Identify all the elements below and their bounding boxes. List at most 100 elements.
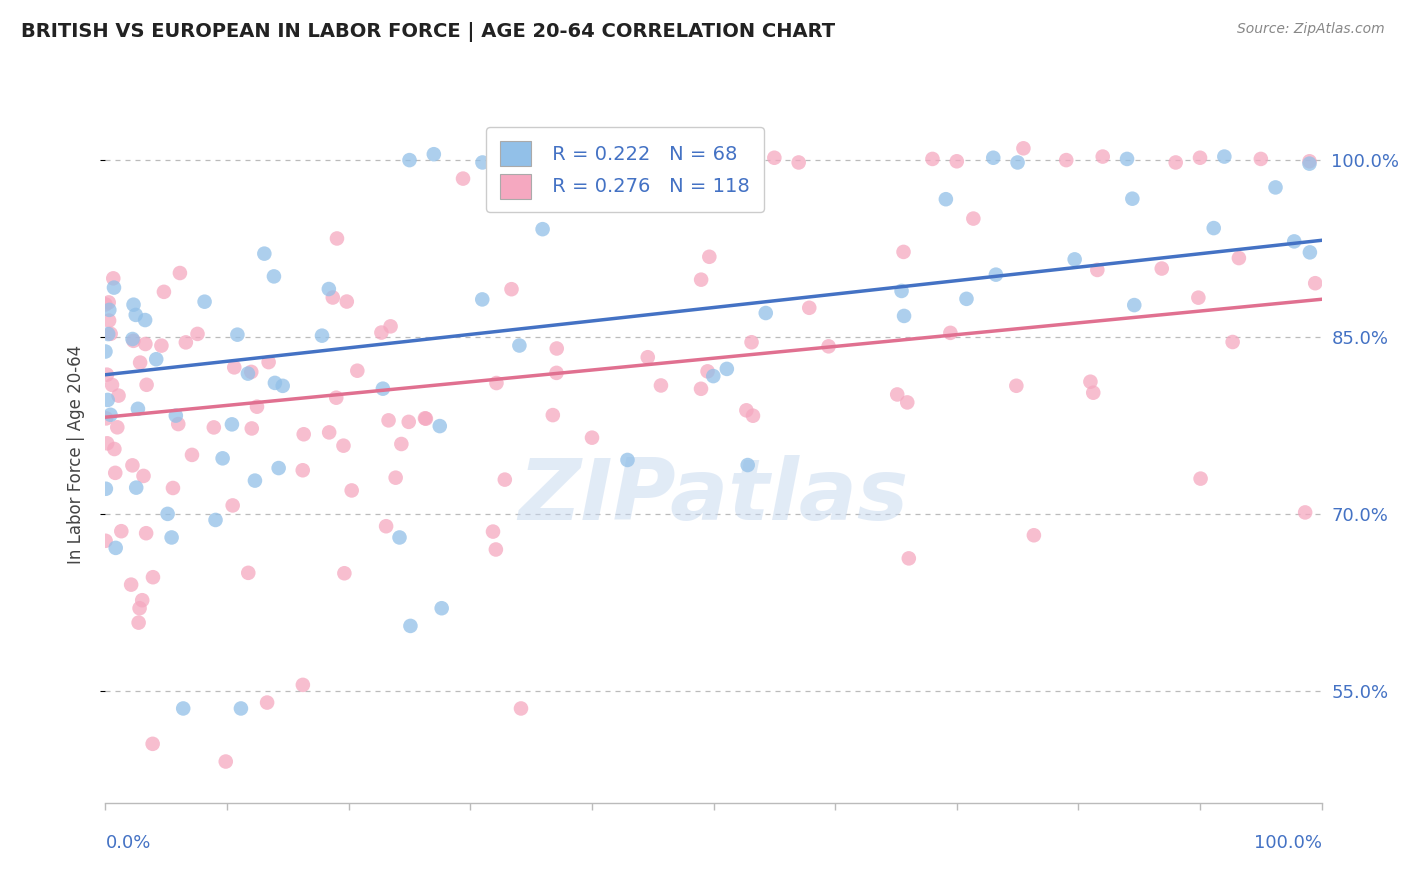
Legend:  R = 0.222   N = 68,  R = 0.276   N = 118: R = 0.222 N = 68, R = 0.276 N = 118 <box>486 128 763 212</box>
Text: Source: ZipAtlas.com: Source: ZipAtlas.com <box>1237 22 1385 37</box>
Point <box>98 302 121 317</box>
Point <box>1022 528 1045 542</box>
Point <box>429 419 451 434</box>
Point <box>318 425 340 440</box>
Point <box>127 401 149 416</box>
Point <box>430 601 453 615</box>
Point <box>100 408 122 422</box>
Point <box>150 338 173 352</box>
Point <box>1213 150 1236 164</box>
Point <box>531 222 554 236</box>
Point <box>145 352 167 367</box>
Point <box>336 294 359 309</box>
Point <box>380 319 402 334</box>
Point <box>945 154 967 169</box>
Point <box>224 360 246 375</box>
Point <box>451 171 474 186</box>
Point <box>264 376 287 390</box>
Point <box>120 577 142 591</box>
Point <box>125 308 148 322</box>
Point <box>984 268 1007 282</box>
Point <box>169 266 191 280</box>
Point <box>94 411 117 425</box>
Point <box>755 306 778 320</box>
Point <box>204 513 226 527</box>
Point <box>737 458 759 472</box>
Point <box>1227 251 1250 265</box>
Point <box>125 481 148 495</box>
Point <box>131 593 153 607</box>
Point <box>186 326 208 341</box>
Point <box>243 474 266 488</box>
Point <box>763 151 786 165</box>
Point <box>94 344 117 359</box>
Point <box>716 362 738 376</box>
Point <box>1298 154 1320 169</box>
Point <box>326 231 349 245</box>
Point <box>482 524 505 539</box>
Point <box>1299 245 1322 260</box>
Point <box>162 481 184 495</box>
Point <box>121 332 143 346</box>
Point <box>340 483 363 498</box>
Point <box>97 295 120 310</box>
Point <box>1091 150 1114 164</box>
Point <box>690 273 713 287</box>
Point <box>271 379 294 393</box>
Point <box>742 409 765 423</box>
Point <box>607 163 630 178</box>
Point <box>890 284 912 298</box>
Point <box>415 411 437 425</box>
Point <box>637 350 659 364</box>
Point <box>371 382 394 396</box>
Point <box>1007 155 1029 169</box>
Point <box>423 147 446 161</box>
Point <box>333 566 356 581</box>
Point <box>100 326 122 341</box>
Point <box>650 378 672 392</box>
Point <box>616 453 638 467</box>
Point <box>181 448 204 462</box>
Point <box>292 427 315 442</box>
Point <box>399 619 422 633</box>
Point <box>174 335 197 350</box>
Point <box>172 701 194 715</box>
Point <box>1164 155 1187 169</box>
Point <box>332 439 354 453</box>
Point <box>696 364 718 378</box>
Point <box>510 701 533 715</box>
Point <box>485 542 508 557</box>
Point <box>165 409 187 423</box>
Point <box>110 524 132 539</box>
Point <box>135 377 157 392</box>
Point <box>96 368 118 382</box>
Point <box>485 376 508 390</box>
Point <box>1083 385 1105 400</box>
Point <box>240 421 263 435</box>
Point <box>97 392 120 407</box>
Point <box>211 451 233 466</box>
Point <box>122 334 145 348</box>
Point <box>142 737 165 751</box>
Point <box>291 463 314 477</box>
Point <box>128 601 150 615</box>
Point <box>94 482 117 496</box>
Point <box>226 327 249 342</box>
Point <box>799 301 821 315</box>
Point <box>541 408 564 422</box>
Text: 100.0%: 100.0% <box>1254 834 1322 852</box>
Point <box>156 507 179 521</box>
Point <box>921 152 943 166</box>
Point <box>98 313 121 327</box>
Point <box>236 367 259 381</box>
Point <box>311 328 333 343</box>
Point <box>389 437 412 451</box>
Point <box>1150 261 1173 276</box>
Point <box>741 335 763 350</box>
Point <box>501 282 523 296</box>
Point <box>471 293 494 307</box>
Point <box>1012 141 1035 155</box>
Point <box>101 377 124 392</box>
Text: ZIPatlas: ZIPatlas <box>519 455 908 538</box>
Point <box>471 155 494 169</box>
